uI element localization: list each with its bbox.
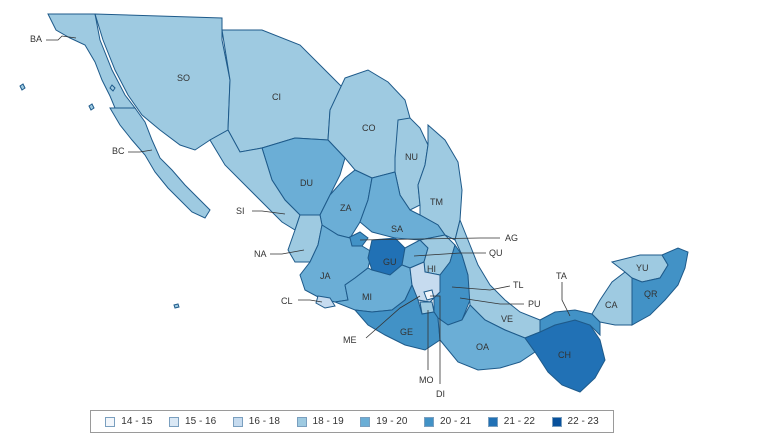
legend-item[interactable]: 18 - 19 xyxy=(296,416,344,427)
label-nu: NU xyxy=(405,152,418,162)
label-du: DU xyxy=(300,178,313,188)
label-me: ME xyxy=(343,335,357,345)
legend-label: 21 - 22 xyxy=(503,416,535,427)
legend-label: 14 - 15 xyxy=(121,416,153,427)
label-co: CO xyxy=(362,123,376,133)
region-ta[interactable] xyxy=(539,309,601,337)
legend-label: 16 - 18 xyxy=(248,416,280,427)
label-sa: SA xyxy=(391,224,403,234)
leader-pu xyxy=(459,297,524,305)
leader-na xyxy=(270,249,305,255)
legend-item[interactable]: 19 - 20 xyxy=(360,416,407,427)
legend-swatch xyxy=(487,416,498,427)
legend-item[interactable]: 20 - 21 xyxy=(424,416,471,427)
region-ca[interactable] xyxy=(591,271,633,326)
label-ci: CI xyxy=(272,92,281,102)
label-mi: MI xyxy=(362,292,372,302)
choropleth-map: BA BC SO CI CO NU TM DU SI ZA SA AG QU N… xyxy=(19,13,689,399)
label-ca: CA xyxy=(605,300,618,310)
island-3 xyxy=(173,303,180,309)
label-za: ZA xyxy=(340,203,352,213)
leader-ba xyxy=(46,35,77,41)
leader-me xyxy=(365,295,421,339)
label-si: SI xyxy=(236,206,245,216)
legend-item[interactable]: 21 - 22 xyxy=(487,416,535,427)
legend-label: 15 - 16 xyxy=(185,416,217,427)
legend-item[interactable]: 15 - 16 xyxy=(169,416,216,427)
legend-swatch xyxy=(360,416,371,427)
label-gu: GU xyxy=(383,257,397,267)
label-tm: TM xyxy=(430,197,443,207)
legend-label: 19 - 20 xyxy=(376,416,408,427)
label-qr: QR xyxy=(644,289,658,299)
label-hi: HI xyxy=(427,264,436,274)
region-so[interactable] xyxy=(94,13,231,151)
label-na: NA xyxy=(254,249,267,259)
label-ge: GE xyxy=(400,327,413,337)
leader-si xyxy=(252,210,286,215)
leader-tl xyxy=(451,285,511,291)
legend-item[interactable]: 22 - 23 xyxy=(551,416,599,427)
label-cl: CL xyxy=(281,296,293,306)
region-qr[interactable] xyxy=(631,247,689,326)
legend-swatch xyxy=(169,416,180,427)
legend-label: 20 - 21 xyxy=(440,416,472,427)
legend-item[interactable]: 16 - 18 xyxy=(232,416,280,427)
legend-swatch xyxy=(296,416,307,427)
label-qu: QU xyxy=(489,248,503,258)
label-bc: BC xyxy=(112,146,125,156)
label-ve: VE xyxy=(501,314,513,324)
leader-ag xyxy=(359,237,500,241)
label-tl: TL xyxy=(513,280,524,290)
leader-qu xyxy=(413,252,486,257)
legend-swatch xyxy=(105,416,116,427)
label-ja: JA xyxy=(320,271,331,281)
label-ba: BA xyxy=(30,34,42,44)
leader-cl xyxy=(298,299,323,303)
label-oa: OA xyxy=(476,342,489,352)
leader-ta xyxy=(561,282,571,317)
island-4 xyxy=(109,84,116,92)
label-ch: CH xyxy=(558,350,571,360)
island-1 xyxy=(19,83,26,91)
label-so: SO xyxy=(177,73,190,83)
region-cl[interactable] xyxy=(315,295,336,309)
legend: 14 - 15 15 - 16 16 - 18 18 - 19 19 - 20 … xyxy=(90,410,614,433)
label-mo: MO xyxy=(419,375,434,385)
region-bc[interactable] xyxy=(109,107,211,219)
leader-di xyxy=(430,295,441,384)
label-di: DI xyxy=(436,389,445,399)
legend-swatch xyxy=(551,416,562,427)
label-pu: PU xyxy=(528,299,541,309)
leader-bc xyxy=(128,149,153,153)
label-ag: AG xyxy=(505,233,518,243)
legend-item[interactable]: 14 - 15 xyxy=(105,416,152,427)
legend-label: 22 - 23 xyxy=(567,416,599,427)
island-2 xyxy=(88,103,95,111)
legend-label: 18 - 19 xyxy=(312,416,344,427)
region-ge[interactable] xyxy=(353,283,441,351)
region-ci[interactable] xyxy=(221,29,346,153)
label-yu: YU xyxy=(636,263,649,273)
legend-swatch xyxy=(232,416,243,427)
legend-swatch xyxy=(424,416,435,427)
label-ta: TA xyxy=(556,271,567,281)
